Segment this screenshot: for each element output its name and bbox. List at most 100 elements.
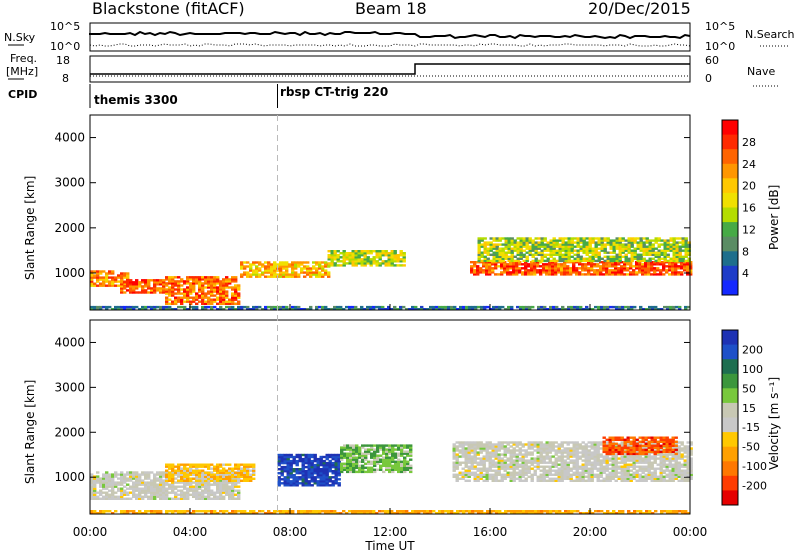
heatmap-cell — [286, 461, 290, 465]
heatmap-cell — [554, 269, 558, 272]
heatmap-cell — [638, 455, 642, 458]
heatmap-cell — [530, 461, 534, 464]
heatmap-cell — [518, 463, 522, 466]
heatmap-cell — [476, 473, 480, 476]
heatmap-cell — [228, 485, 232, 488]
heatmap-cell — [228, 495, 232, 498]
heatmap-cell — [303, 271, 307, 274]
heatmap-cell — [195, 481, 199, 484]
heatmap-cell — [174, 284, 178, 287]
heatmap-cell — [120, 497, 124, 500]
heatmap-cell — [599, 479, 603, 482]
heatmap-cell — [470, 467, 474, 470]
heatmap-cell — [237, 495, 241, 498]
heatmap-cell — [566, 467, 570, 470]
heatmap-cell — [360, 308, 364, 311]
heatmap-cell — [105, 477, 109, 480]
heatmap-cell — [402, 264, 406, 267]
heatmap-cell — [195, 302, 199, 305]
heatmap-cell — [189, 282, 193, 285]
heatmap-cell — [479, 459, 483, 462]
heatmap-cell — [593, 269, 597, 272]
heatmap-cell — [325, 472, 329, 475]
heatmap-cell — [225, 463, 229, 466]
heatmap-cell — [612, 249, 616, 252]
heatmap-cell — [605, 475, 609, 478]
heatmap-cell — [507, 249, 511, 252]
heatmap-cell — [114, 278, 118, 281]
heatmap-cell — [93, 495, 97, 498]
heatmap-cell — [213, 465, 217, 468]
heatmap-cell — [597, 257, 601, 260]
heatmap-cell — [665, 475, 669, 478]
heatmap-cell — [367, 460, 371, 463]
heatmap-cell — [575, 473, 579, 476]
heatmap-cell — [219, 290, 223, 293]
heatmap-cell — [629, 263, 633, 266]
heatmap-cell — [385, 444, 389, 447]
heatmap-cell — [222, 302, 226, 305]
heatmap-cell — [569, 449, 573, 452]
heatmap-cell — [467, 457, 471, 460]
heatmap-cell — [360, 305, 364, 309]
heatmap-cell — [513, 255, 517, 258]
heatmap-cell — [117, 284, 121, 287]
heatmap-cell — [534, 237, 538, 240]
heatmap-cell — [549, 251, 553, 254]
heatmap-cell — [213, 288, 217, 291]
heatmap-cell — [402, 258, 406, 261]
heatmap-cell — [533, 269, 537, 272]
heatmap-cell — [590, 447, 594, 450]
heatmap-cell — [614, 445, 618, 448]
heatmap-cell — [626, 269, 630, 272]
heatmap-cell — [159, 481, 163, 484]
heatmap-cell — [549, 241, 553, 244]
heatmap-cell — [512, 263, 516, 266]
heatmap-cell — [525, 243, 529, 246]
heatmap-cell — [132, 493, 136, 496]
heatmap-cell — [114, 473, 118, 476]
heatmap-cell — [213, 467, 217, 470]
heatmap-cell — [339, 256, 343, 259]
heatmap-cell — [516, 243, 520, 246]
heatmap-cell — [662, 465, 666, 468]
heatmap-cell — [659, 263, 663, 266]
heatmap-cell — [515, 271, 519, 274]
heatmap-cell — [177, 296, 181, 299]
heatmap-cell — [201, 308, 205, 311]
beam-label: Beam 18 — [355, 0, 427, 18]
heatmap-cell — [585, 308, 589, 311]
heatmap-cell — [666, 253, 670, 256]
heatmap-cell — [500, 445, 504, 448]
heatmap-cell — [549, 239, 553, 242]
heatmap-cell — [485, 455, 489, 458]
heatmap-cell — [397, 452, 401, 455]
heatmap-cell — [627, 305, 631, 309]
heatmap-cell — [367, 452, 371, 455]
heatmap-cell — [515, 441, 519, 444]
heatmap-cell — [102, 276, 106, 279]
heatmap-cell — [660, 257, 664, 260]
heatmap-cell — [180, 491, 184, 494]
heatmap-cell — [627, 237, 631, 240]
heatmap-cell — [168, 298, 172, 301]
heatmap-cell — [467, 473, 471, 476]
heatmap-cell — [355, 466, 359, 469]
heatmap-cell — [461, 467, 465, 470]
heatmap-cell — [620, 471, 624, 474]
heatmap-cell — [237, 493, 241, 496]
heatmap-cell — [644, 459, 648, 462]
heatmap-cell — [186, 282, 190, 285]
heatmap-cell — [132, 305, 136, 309]
heatmap-cell — [234, 465, 238, 468]
heatmap-cell — [447, 305, 451, 309]
heatmap-cell — [599, 473, 603, 476]
heatmap-cell — [482, 479, 486, 482]
heatmap-cell — [680, 455, 684, 458]
heatmap-cell — [689, 265, 693, 268]
heatmap-cell — [509, 263, 513, 266]
heatmap-cell — [102, 495, 106, 498]
heatmap-cell — [464, 463, 468, 466]
heatmap-cell — [593, 265, 597, 268]
heatmap-cell — [228, 302, 232, 305]
